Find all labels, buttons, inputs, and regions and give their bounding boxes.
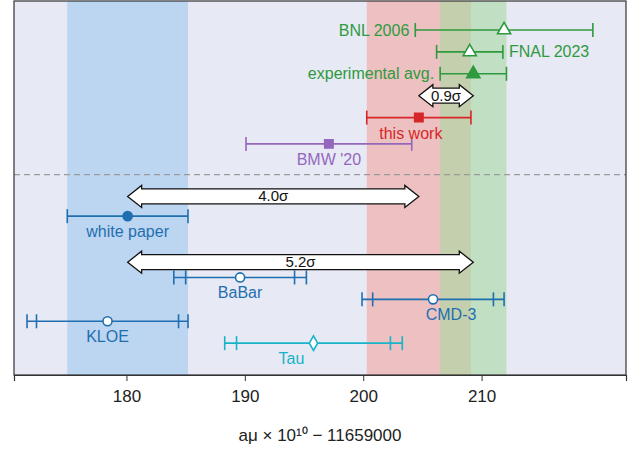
plot-frame	[14, 1, 626, 375]
marker	[497, 22, 510, 33]
marker	[415, 113, 423, 121]
error-cap	[306, 270, 308, 284]
error-bar	[440, 67, 506, 81]
x-axis-title: aμ × 10¹⁰ − 11659000	[239, 426, 402, 445]
error-bar	[174, 270, 307, 284]
sigma-label: 5.2σ	[285, 253, 316, 270]
band	[67, 1, 188, 375]
point-label: KLOE	[86, 328, 129, 345]
sigma-arrow	[419, 85, 473, 107]
marker	[103, 317, 112, 326]
marker	[325, 140, 333, 148]
marker	[123, 212, 132, 221]
tick: 180	[113, 375, 141, 406]
point-label: experimental avg.	[308, 65, 434, 82]
chart: BNL 2006 FNAL 2023 experimental avg. this w…	[0, 0, 635, 462]
axis-line	[15, 376, 627, 382]
tick-mark	[245, 375, 246, 381]
error-cap	[187, 314, 189, 328]
error-cap	[401, 336, 403, 350]
point-label: Tau	[279, 350, 305, 367]
error-bar	[367, 111, 471, 125]
error-bar	[437, 45, 503, 59]
error-cap	[173, 270, 175, 284]
error-cap	[436, 45, 438, 59]
point-label: FNAL 2023	[509, 43, 589, 60]
error-cap	[470, 111, 472, 125]
tick-label: 180	[113, 387, 141, 406]
x-axis: 180 190 200 210	[15, 375, 627, 406]
inner-error-cap	[372, 292, 374, 306]
error-cap	[66, 209, 68, 223]
tick-mark	[363, 375, 364, 381]
error-bar	[27, 314, 188, 328]
marker	[309, 336, 317, 350]
point-label: BaBar	[218, 284, 263, 301]
error-cap	[503, 292, 505, 306]
plot-background	[14, 1, 626, 375]
point-label: CMD-3	[426, 306, 477, 323]
sigma-arrow	[128, 185, 419, 207]
marker	[467, 66, 480, 77]
tick: 190	[231, 375, 259, 406]
marker	[236, 273, 245, 282]
tick: 200	[350, 375, 378, 406]
tick-mark	[126, 375, 127, 381]
error-bar	[67, 209, 188, 223]
tick-label: 200	[350, 387, 378, 406]
inner-error-cap	[493, 292, 495, 306]
labels: BNL 2006 FNAL 2023 experimental avg. this w…	[85, 22, 589, 368]
error-bar	[415, 23, 593, 37]
marker	[463, 44, 476, 55]
error-cap	[439, 67, 441, 81]
inner-error-cap	[294, 270, 296, 284]
tick-label: 210	[468, 387, 496, 406]
inner-error-cap	[390, 336, 392, 350]
error-cap	[245, 137, 247, 151]
inner-error-cap	[236, 336, 238, 350]
sigma-label: 4.0σ	[258, 187, 289, 204]
point-label: BNL 2006	[339, 22, 410, 39]
error-cap	[366, 111, 368, 125]
point-label: this work	[379, 125, 443, 142]
error-cap	[592, 23, 594, 37]
sigma-arrow	[128, 251, 474, 273]
plot-area	[27, 1, 593, 375]
separator	[14, 174, 626, 175]
error-cap	[414, 23, 416, 37]
error-cap	[506, 67, 508, 81]
sigma-label: 0.9σ	[431, 87, 462, 104]
tick: 210	[468, 375, 496, 406]
inner-error-cap	[185, 270, 187, 284]
error-cap	[224, 336, 226, 350]
error-bar	[362, 292, 504, 306]
error-cap	[26, 314, 28, 328]
inner-error-cap	[36, 314, 38, 328]
point-label: white paper	[85, 223, 169, 240]
error-bar	[225, 336, 403, 350]
error-cap	[502, 45, 504, 59]
tick-label: 190	[231, 387, 259, 406]
point-label: BMW '20	[297, 151, 362, 168]
inner-error-cap	[178, 314, 180, 328]
error-cap	[361, 292, 363, 306]
error-cap	[187, 209, 189, 223]
marker	[428, 295, 437, 304]
tick-mark	[482, 375, 483, 381]
